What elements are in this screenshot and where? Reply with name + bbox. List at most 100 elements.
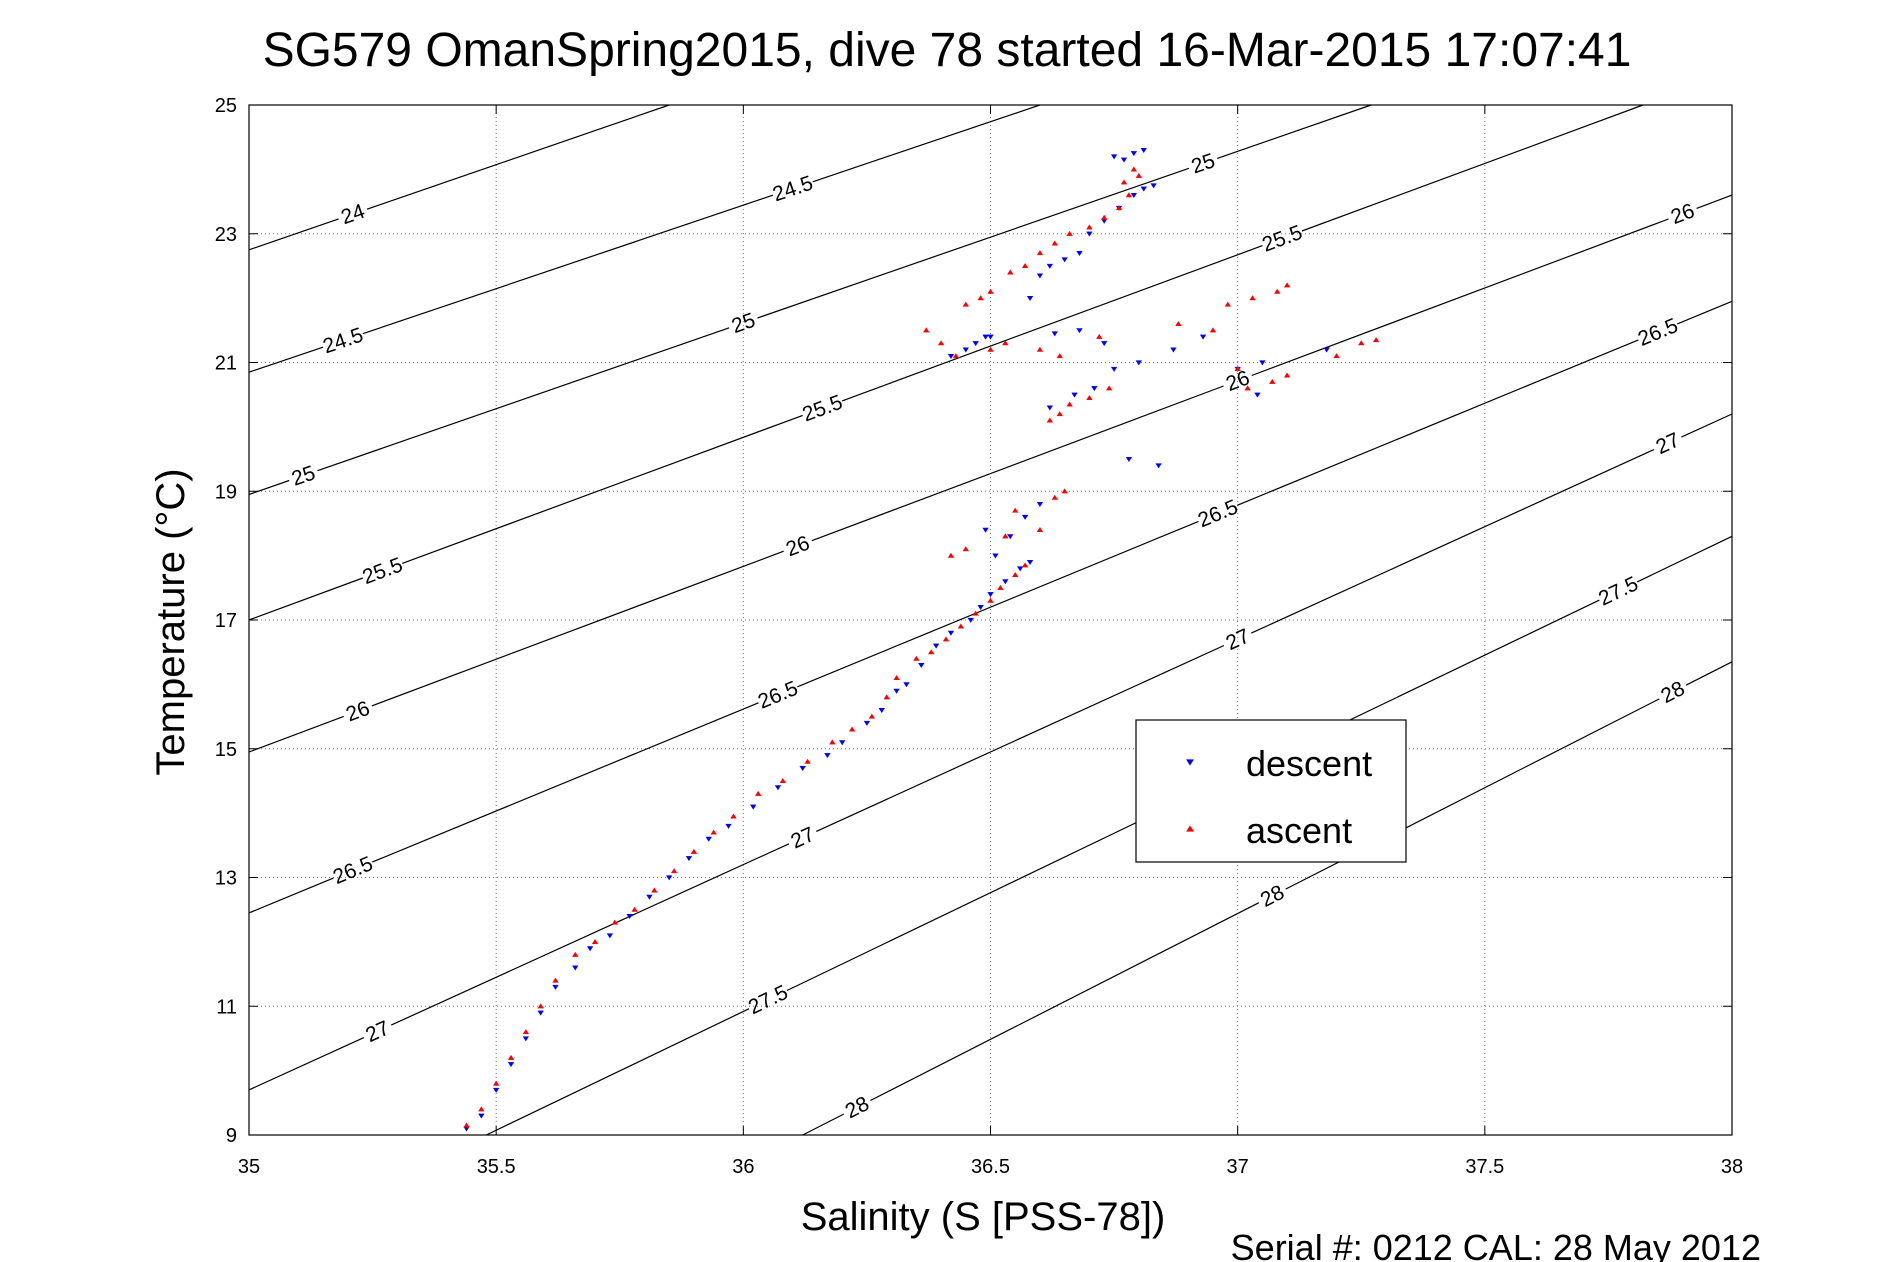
descent-point — [774, 785, 782, 791]
ascent-point — [670, 868, 678, 874]
ascent-point — [1086, 394, 1093, 401]
ascent-point — [928, 649, 935, 655]
ascent-point — [1120, 179, 1128, 185]
ascent-point — [755, 790, 762, 796]
descent-point — [1110, 154, 1118, 160]
descent-point — [606, 933, 614, 939]
x-axis-ticks: 35 35.5 36 36.5 37 37.5 38 — [238, 105, 1743, 1178]
descent-point — [947, 630, 955, 636]
ascent-point — [987, 597, 994, 603]
descent-point — [1199, 334, 1207, 340]
descent-point — [1323, 347, 1330, 353]
ascent-point — [690, 848, 698, 854]
density-contour-line — [248, 194, 1733, 753]
legend-marker-ascent — [1186, 825, 1194, 832]
descent-point — [1259, 360, 1266, 366]
ascent-point — [1283, 282, 1291, 288]
density-contour-line — [248, 104, 1041, 373]
ascent-point — [651, 887, 658, 893]
descent-point — [1046, 405, 1053, 411]
descent-point — [646, 894, 653, 900]
ascent-point — [829, 739, 836, 745]
ascent-point — [1096, 333, 1103, 339]
descent-point — [932, 643, 940, 649]
descent-point — [493, 1087, 500, 1093]
ascent-point — [1066, 401, 1073, 407]
ascent-point — [779, 778, 787, 784]
ascent-point — [1051, 494, 1058, 500]
y-tick-label: 17 — [215, 610, 237, 632]
descent-point — [1130, 151, 1138, 157]
ascent-point — [1002, 533, 1009, 539]
descent-point — [522, 1036, 529, 1042]
ascent-point — [1056, 353, 1063, 359]
descent-point — [1036, 273, 1044, 279]
density-contour-line — [248, 413, 1733, 1091]
x-axis-label: Salinity (S [PSS-78]) — [801, 1195, 1166, 1239]
descent-point — [507, 1062, 515, 1068]
descent-point — [626, 914, 633, 920]
ascent-point — [1061, 488, 1068, 494]
descent-point — [863, 720, 871, 726]
descent-point — [824, 753, 831, 759]
ascent-point — [1333, 353, 1340, 359]
descent-point — [982, 527, 989, 533]
ascent-point — [522, 1029, 529, 1035]
ascent-point — [493, 1080, 500, 1086]
ascent-point — [1274, 288, 1281, 294]
descent-point — [903, 682, 910, 688]
descent-point — [478, 1113, 485, 1119]
descent-point — [972, 341, 979, 347]
ascent-point — [1130, 166, 1138, 172]
x-tick-label: 36 — [732, 1156, 754, 1178]
descent-point — [750, 804, 757, 810]
density-contour-line — [802, 661, 1733, 1136]
descent-point — [1071, 392, 1078, 398]
ascent-point — [463, 1122, 470, 1128]
ascent-point — [942, 636, 950, 642]
ascent-point — [952, 353, 960, 359]
ascent-point — [1007, 269, 1014, 275]
ascent-point — [1036, 526, 1044, 532]
ascent-point — [1209, 327, 1217, 333]
density-contour-line — [248, 104, 1644, 621]
ascent-point — [1086, 224, 1093, 230]
ascent-point — [1051, 240, 1058, 246]
y-tick-label: 9 — [226, 1125, 237, 1147]
descent-point — [537, 1010, 544, 1016]
y-axis-ticks: 9 11 13 15 17 19 21 23 25 — [215, 95, 1732, 1147]
ascent-point — [552, 977, 559, 983]
ascent-point — [572, 951, 579, 957]
ascent-point — [977, 295, 984, 301]
x-tick-label: 35.5 — [477, 1156, 516, 1178]
legend: descent ascent — [1135, 719, 1407, 863]
ascent-point — [1046, 417, 1053, 423]
descent-point — [1051, 331, 1058, 337]
descent-point — [1091, 386, 1098, 392]
ascent-point — [957, 623, 964, 629]
descent-point — [878, 708, 885, 714]
ascent-point — [537, 1003, 544, 1009]
ascent-point — [1358, 340, 1365, 346]
ascent-point — [1101, 214, 1108, 220]
descent-point — [1007, 534, 1014, 540]
ascent-point — [1249, 295, 1256, 301]
descent-point — [1135, 360, 1142, 366]
ascent-point — [1244, 385, 1251, 391]
descent-point — [1061, 257, 1068, 263]
density-contour-line — [248, 300, 1733, 914]
ascent-point — [611, 919, 618, 925]
descent-point — [1021, 514, 1029, 520]
descent-point — [666, 875, 673, 881]
descent-point — [977, 605, 984, 611]
descent-point — [1150, 183, 1157, 189]
ascent-point — [1012, 507, 1019, 513]
x-tick-label: 37.5 — [1465, 1156, 1504, 1178]
ascent-point — [1021, 562, 1029, 568]
descent-point — [1155, 463, 1162, 469]
descent-point — [987, 334, 994, 340]
y-tick-label: 11 — [216, 996, 237, 1018]
y-tick-label: 21 — [215, 353, 237, 375]
ascent-point — [1115, 205, 1123, 211]
descent-point — [586, 946, 594, 952]
